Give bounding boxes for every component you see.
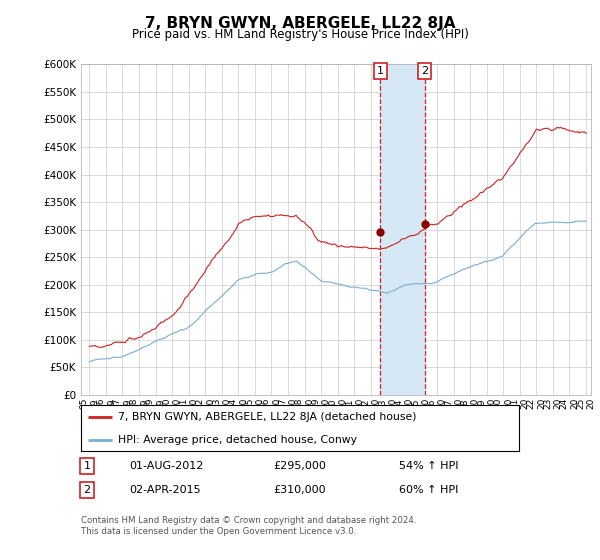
- Text: £295,000: £295,000: [273, 461, 326, 471]
- Bar: [380, 64, 425, 395]
- Text: Contains HM Land Registry data © Crown copyright and database right 2024.
This d: Contains HM Land Registry data © Crown c…: [81, 516, 416, 536]
- Text: 02-APR-2015: 02-APR-2015: [129, 485, 200, 495]
- Text: 60% ↑ HPI: 60% ↑ HPI: [399, 485, 458, 495]
- Text: 2: 2: [83, 485, 91, 495]
- Text: 7, BRYN GWYN, ABERGELE, LL22 8JA (detached house): 7, BRYN GWYN, ABERGELE, LL22 8JA (detach…: [118, 412, 417, 422]
- Text: 7, BRYN GWYN, ABERGELE, LL22 8JA: 7, BRYN GWYN, ABERGELE, LL22 8JA: [145, 16, 455, 31]
- Text: Price paid vs. HM Land Registry's House Price Index (HPI): Price paid vs. HM Land Registry's House …: [131, 28, 469, 41]
- Text: £310,000: £310,000: [273, 485, 326, 495]
- Text: 1: 1: [83, 461, 91, 471]
- Text: 54% ↑ HPI: 54% ↑ HPI: [399, 461, 458, 471]
- Text: 1: 1: [377, 66, 384, 76]
- Text: HPI: Average price, detached house, Conwy: HPI: Average price, detached house, Conw…: [118, 435, 357, 445]
- Text: 01-AUG-2012: 01-AUG-2012: [129, 461, 203, 471]
- Text: 2: 2: [421, 66, 428, 76]
